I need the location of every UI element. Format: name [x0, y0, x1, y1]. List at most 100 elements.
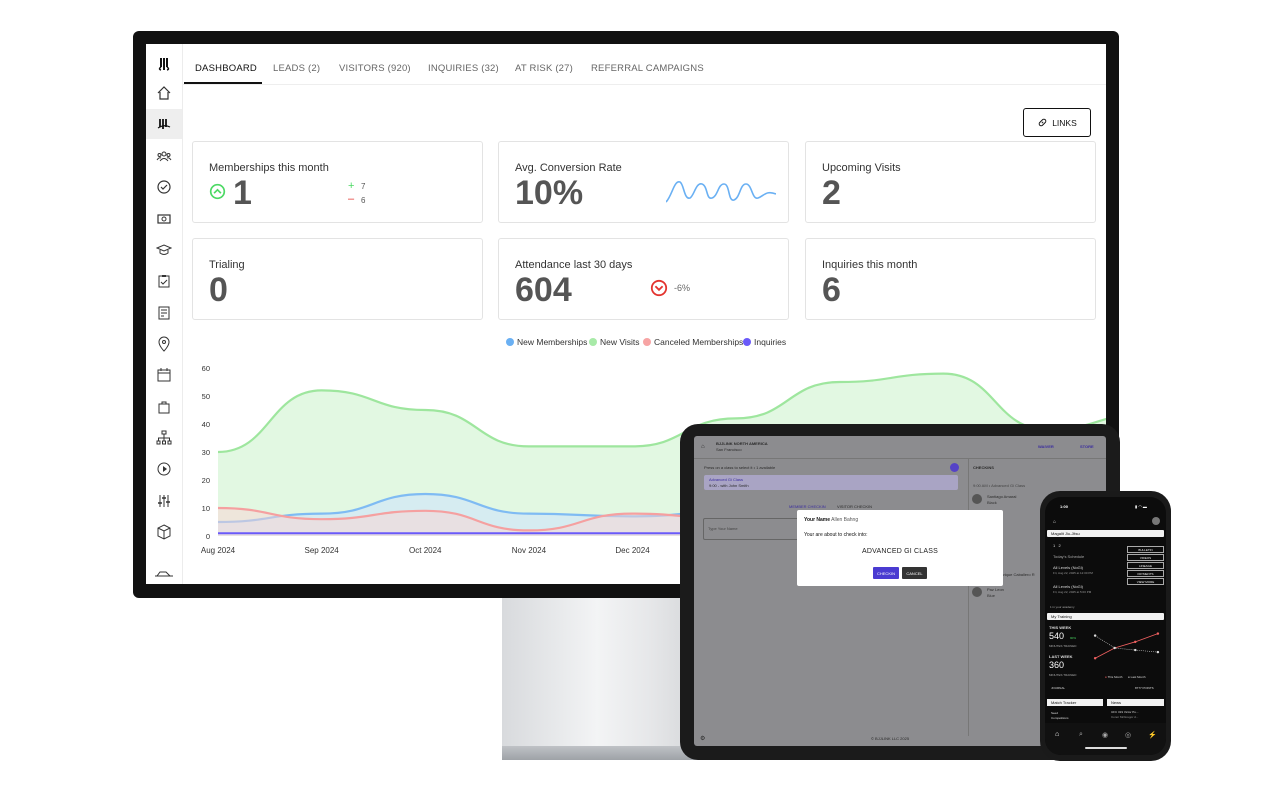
nav-profile-icon[interactable]: ◎ — [1125, 732, 1132, 739]
monitor-stand-base — [502, 746, 714, 760]
class-1-name[interactable]: All Levels (NoGi) — [1053, 565, 1084, 570]
this-week-value: 540 — [1049, 631, 1065, 641]
tab-referral-campaigns[interactable]: REFERRAL CAMPAIGNS — [591, 63, 704, 74]
cube-icon[interactable] — [146, 517, 182, 547]
checkin-button[interactable]: CHECKIN — [873, 567, 899, 579]
check-circle-icon[interactable] — [146, 172, 182, 202]
gym-location: San Francisco — [716, 447, 742, 452]
class-option[interactable]: Advanced Gi Class 9:00 - with John Smith — [704, 475, 958, 490]
tab-inquiries[interactable]: INQUIRIES (32) — [428, 63, 499, 74]
journal-link[interactable]: JOURNAL — [1051, 686, 1066, 690]
monitor-stand — [502, 592, 714, 760]
attendance-card: Attendance last 30 days 604 -6% — [498, 238, 789, 320]
card-value: 6 — [822, 271, 841, 309]
play-icon[interactable] — [146, 454, 182, 484]
legend-last-month: ● Last Month — [1128, 675, 1146, 679]
nav-activity-icon[interactable]: ⚡ — [1148, 732, 1157, 739]
nav-home-icon[interactable]: ⌂ — [1055, 731, 1060, 738]
points-label: 8777 POINTS — [1135, 686, 1154, 690]
calendar-icon[interactable] — [146, 360, 182, 390]
members-icon[interactable] — [146, 141, 182, 171]
tablet-footer: © BJJLINK LLC 2025 — [871, 736, 910, 741]
nav-search-icon[interactable]: ⌕ — [1079, 731, 1083, 738]
card-value: 604 — [515, 271, 572, 309]
refresh-icon[interactable] — [950, 463, 959, 472]
tab-leads[interactable]: LEADS (2) — [273, 63, 321, 74]
money-icon[interactable] — [146, 204, 182, 234]
link-icon — [1038, 118, 1047, 127]
avatar[interactable] — [1152, 517, 1160, 525]
settings-icon[interactable]: ⚙ — [700, 736, 706, 742]
tab-visitor-checkin[interactable]: VISITOR CHECKIN — [837, 504, 873, 509]
nav-location-icon[interactable]: ◉ — [1102, 732, 1109, 739]
tab-at-risk[interactable]: AT RISK (27) — [515, 63, 574, 74]
news-title[interactable]: UFC 319 Victor Pu... — [1111, 710, 1139, 714]
legend-inquiries[interactable]: Inquiries — [743, 337, 786, 347]
status-time: 1:00 — [1060, 504, 1069, 509]
bulletin-button[interactable]: BULLETIN — [1127, 546, 1164, 553]
view-more-button[interactable]: VIEW MORE — [1127, 578, 1164, 585]
tab-dashboard[interactable]: DASHBOARD — [195, 63, 257, 74]
trialing-card: Trialing 0 — [192, 238, 483, 320]
checkins-title: CHECKINS — [973, 465, 994, 470]
bottom-nav: ⌂ ⌕ ◉ ◎ ⚡ — [1045, 723, 1166, 755]
this-week-label: THIS WEEK — [1049, 625, 1072, 630]
payments-button[interactable]: PAYMENTS — [1127, 570, 1164, 577]
legend-this-month: ● This Month — [1105, 675, 1123, 679]
sliders-icon[interactable] — [146, 486, 182, 516]
tab-bar: DASHBOARD LEADS (2) VISITORS (920) INQUI… — [184, 44, 1084, 84]
schedule-tabs[interactable]: 1 2 — [1053, 543, 1061, 548]
checkin-time: 9:00 AM • Advanced Gi Class — [973, 483, 1026, 488]
arrow-down-circle-icon — [650, 279, 668, 297]
x-tick-label: Oct 2024 — [409, 546, 442, 555]
checkin-row[interactable]: Paz Leon Blue — [972, 586, 1102, 600]
series-line-0[interactable] — [217, 372, 1106, 454]
graduation-cap-icon[interactable] — [146, 235, 182, 265]
hierarchy-icon[interactable] — [146, 423, 182, 453]
schedule-label: Today's Schedule — [1053, 554, 1085, 559]
gym-selector[interactable]: Magalit Jiu-Jitsu — [1047, 530, 1164, 537]
list-check-icon[interactable] — [146, 298, 182, 328]
legend-canceled-memberships[interactable]: Canceled Memberships — [643, 337, 743, 347]
y-tick-label: 30 — [202, 448, 210, 457]
clipboard-check-icon[interactable] — [146, 266, 182, 296]
tab-divider — [182, 84, 1106, 85]
match-tracker-header[interactable]: Match Tracker — [1047, 699, 1103, 706]
waiver-button[interactable]: WAIVER — [1038, 444, 1054, 449]
cancel-button[interactable]: CANCEL — [902, 567, 927, 579]
checkin-name: Santiago Amaral — [987, 494, 1017, 499]
card-value: 1 — [233, 174, 252, 212]
home-icon[interactable] — [146, 78, 182, 108]
class-name: Advanced Gi Class — [709, 477, 744, 482]
tab-visitors[interactable]: VISITORS (920) — [339, 63, 411, 74]
logo-icon[interactable] — [146, 49, 182, 79]
lineage-button[interactable]: LINEAGE — [1127, 562, 1164, 569]
x-tick-label: Nov 2024 — [512, 546, 547, 555]
news-subtitle: Conor McGregor d... — [1111, 715, 1139, 719]
home-indicator — [1085, 747, 1127, 749]
class-2-name[interactable]: All Levels (NoGi) — [1053, 584, 1084, 589]
card-title: Avg. Conversion Rate — [515, 162, 622, 174]
store-button[interactable]: STORE — [1080, 444, 1094, 449]
dashboard-icon[interactable] — [146, 109, 182, 139]
modal-name-label: Your Name Allen Bahng — [804, 517, 859, 523]
legend-new-visits[interactable]: New Visits — [589, 337, 640, 347]
news-header[interactable]: News — [1107, 699, 1164, 706]
brand-logo-icon — [146, 566, 182, 582]
checkin-name: Diogo Enrique Caballero R — [987, 571, 1035, 577]
legend-new-memberships[interactable]: New Memberships — [506, 337, 587, 347]
minus-icon: – — [348, 193, 355, 205]
checkin-row[interactable]: Santiago Amaral Black — [972, 493, 1102, 507]
shopping-bag-icon[interactable] — [146, 392, 182, 422]
videos-button[interactable]: VIDEOS — [1127, 554, 1164, 561]
y-tick-label: 60 — [202, 364, 210, 373]
y-tick-label: 40 — [202, 420, 210, 429]
card-value: 2 — [822, 174, 841, 212]
tab-member-checkin[interactable]: MEMBER CHECKIN — [789, 504, 826, 509]
x-tick-label: Sep 2024 — [305, 546, 340, 555]
location-pin-icon[interactable] — [146, 329, 182, 359]
links-button[interactable]: LINKS — [1023, 108, 1091, 137]
class-1-time: Fri, Aug 22, 2025 at 12:00 PM — [1053, 571, 1093, 575]
y-tick-label: 0 — [206, 532, 210, 541]
my-training-header: My Training — [1047, 613, 1164, 620]
